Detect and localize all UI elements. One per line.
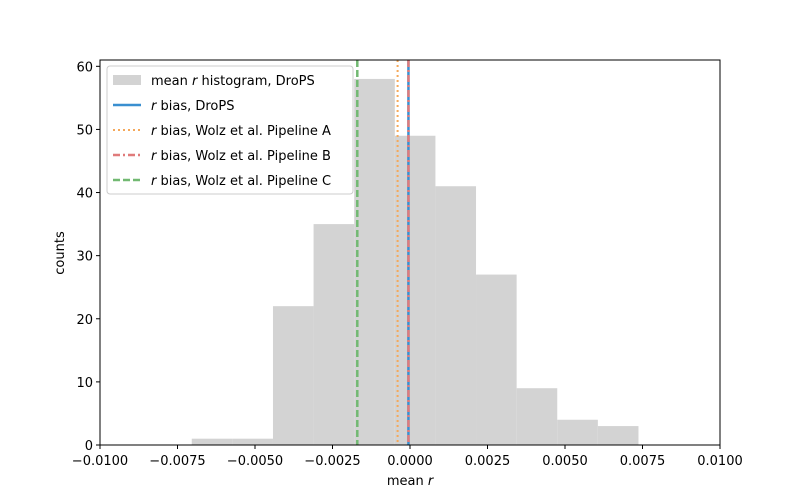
y-tick-label: 10: [76, 376, 93, 391]
histogram-bar: [435, 186, 477, 446]
y-axis-label: counts: [53, 231, 68, 275]
histogram-bar: [191, 438, 233, 445]
x-axis-ticks: −0.0100 −0.0075 −0.0050 −0.0025 0.0000 0.0025…: [72, 445, 743, 469]
x-tick-label: 0.0000: [387, 454, 433, 469]
histogram-bar: [272, 306, 314, 445]
histogram-bar: [597, 426, 639, 445]
x-tick-label: 0.0025: [465, 454, 511, 469]
x-tick-label: −0.0025: [304, 454, 360, 469]
legend-label: r bias, Wolz et al. Pipeline B: [151, 149, 331, 164]
histogram-bar: [557, 419, 598, 445]
x-axis-label: mean r: [387, 474, 435, 489]
bias-lines: [356, 60, 410, 445]
y-tick-label: 0: [85, 439, 93, 454]
x-tick-label: −0.0100: [72, 454, 128, 469]
x-tick-label: −0.0075: [149, 454, 205, 469]
legend-label: r bias, Wolz et al. Pipeline C: [151, 174, 331, 189]
legend-label: r bias, Wolz et al. Pipeline A: [151, 124, 331, 139]
histogram-bar: [394, 135, 436, 445]
histogram-bar: [232, 438, 273, 445]
histogram-bars: [191, 78, 639, 446]
histogram-bar: [476, 274, 517, 445]
legend-box: [106, 65, 354, 195]
histogram-bar: [516, 388, 558, 445]
x-tick-label: 0.0100: [697, 454, 743, 469]
histogram-bar: [354, 78, 395, 446]
legend: mean r histogram, DroPS r bias, DroPS r bi…: [106, 65, 354, 195]
legend-swatch: [113, 75, 141, 85]
x-tick-label: 0.0050: [542, 454, 588, 469]
y-tick-label: 30: [76, 250, 93, 265]
y-tick-label: 60: [76, 60, 93, 75]
y-tick-label: 40: [76, 187, 93, 202]
legend-label: r bias, DroPS: [151, 99, 234, 114]
x-tick-label: −0.0050: [227, 454, 283, 469]
y-tick-label: 50: [76, 123, 93, 138]
y-axis-ticks: 0 10 20 30 40 50 60: [76, 60, 100, 454]
legend-label: mean r histogram, DroPS: [151, 74, 315, 89]
y-tick-label: 20: [76, 313, 93, 328]
x-tick-label: 0.0075: [620, 454, 666, 469]
histogram-bar: [313, 224, 355, 445]
